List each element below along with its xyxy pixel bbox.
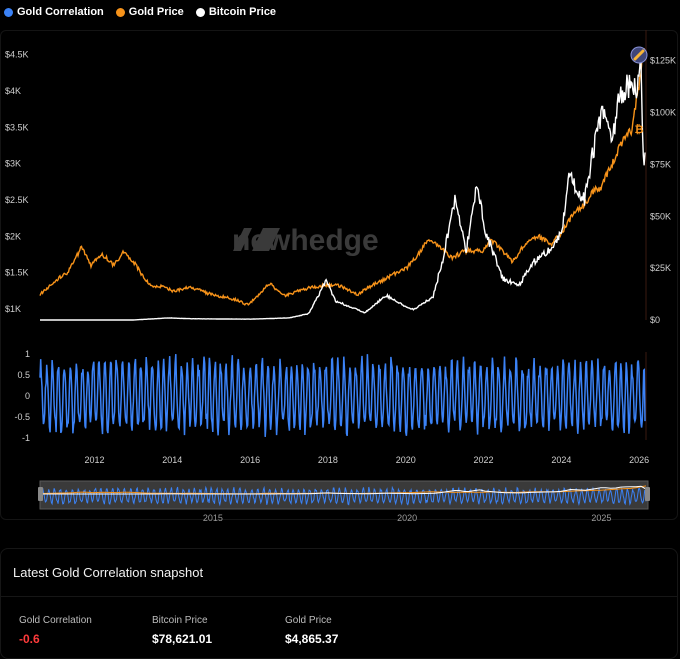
metric-value: $4,865.37 [285,632,339,646]
navigator-tick-label: 2020 [397,513,417,523]
bitcoin-marker-icon[interactable]: ₿ [635,124,644,136]
navigator-tick-label: 2015 [203,513,223,523]
corr-axis-tick-label: 0.5 [17,370,30,380]
legend-dot-bitcoin-price [195,7,205,17]
corr-axis-tick-label: 0 [25,391,30,401]
left-axis-tick-label: $3.5K [5,122,29,132]
chart-panel [0,30,678,520]
metric-label: Bitcoin Price [152,615,208,626]
left-axis-tick-label: $4K [5,86,21,96]
metric-bitcoin-price: Bitcoin Price $78,621.01 [152,615,212,646]
chart-legend: Gold Correlation Gold Price Bitcoin Pric… [0,0,276,24]
newhedge-logo-icon [233,228,280,251]
right-axis-tick-label: $100K [650,108,676,118]
left-axis-tick-label: $2K [5,231,21,241]
right-axis-tick-label: $75K [650,159,671,169]
metric-value: -0.6 [19,632,40,646]
right-axis-tick-label: $50K [650,211,671,221]
corr-axis-tick-label: 1 [25,349,30,359]
legend-item-bitcoin-price[interactable]: Bitcoin Price [195,6,277,18]
logo-stroke-left [233,228,252,251]
left-axis-tick-label: $1.5K [5,268,29,278]
navigator-correlation-line [41,485,647,507]
bitcoin-price-line [40,52,646,321]
left-axis-tick-label: $4.5K [5,50,29,60]
legend-item-gold-price[interactable]: Gold Price [115,6,184,18]
snapshot-panel: Latest Gold Correlation snapshot Gold Co… [0,548,678,659]
left-axis-tick-label: $1K [5,304,21,314]
x-axis-tick-label: 2020 [396,455,416,465]
left-axis-tick-label: $3K [5,159,21,169]
x-axis-tick-label: 2014 [162,455,182,465]
x-axis-tick-label: 2016 [240,455,260,465]
logo-stroke-right [252,228,280,251]
corr-axis-tick-label: -1 [22,433,30,443]
metric-label: Gold Correlation [19,615,92,626]
right-axis-tick-label: $0 [650,315,660,325]
snapshot-divider [1,596,677,597]
navigator-left-handle[interactable] [38,487,43,501]
legend-label: Gold Correlation [17,6,104,18]
snapshot-title: Latest Gold Correlation snapshot [13,565,204,580]
x-axis-tick-label: 2018 [318,455,338,465]
right-axis-tick-label: $25K [650,263,671,273]
x-axis-tick-label: 2012 [84,455,104,465]
metric-gold-price: Gold Price $4,865.37 [285,615,338,646]
metric-label: Gold Price [285,615,332,626]
legend-label: Bitcoin Price [208,6,277,18]
gold-bitcoin-correlation-chart: newhedge $4.5K $4K $3.5K $3K $2.5K $2K $1.5K $1… [5,30,676,523]
navigator-right-handle[interactable] [645,487,650,501]
navigator-bitcoin-line [42,485,647,495]
right-axis-tick-label: $125K [650,56,676,66]
x-axis-tick-label: 2022 [474,455,494,465]
gold-price-line [39,48,646,306]
x-axis-tick-label: 2026 [629,455,649,465]
legend-item-gold-correlation[interactable]: Gold Correlation [4,6,104,18]
legend-dot-gold-correlation [4,7,13,17]
legend-dot-gold-price [115,7,125,17]
newhedge-watermark-text: newhedge [232,224,379,257]
metric-value: $78,621.01 [152,632,213,646]
gold-bar-glyph [633,49,645,61]
legend-label: Gold Price [128,6,184,18]
metric-gold-correlation: Gold Correlation -0.6 [19,615,92,646]
navigator-tick-label: 2025 [591,513,611,523]
corr-axis-tick-label: -0.5 [14,412,30,422]
gold-correlation-line [39,354,646,437]
left-axis-tick-label: $2.5K [5,195,29,205]
x-axis-tick-label: 2024 [551,455,571,465]
